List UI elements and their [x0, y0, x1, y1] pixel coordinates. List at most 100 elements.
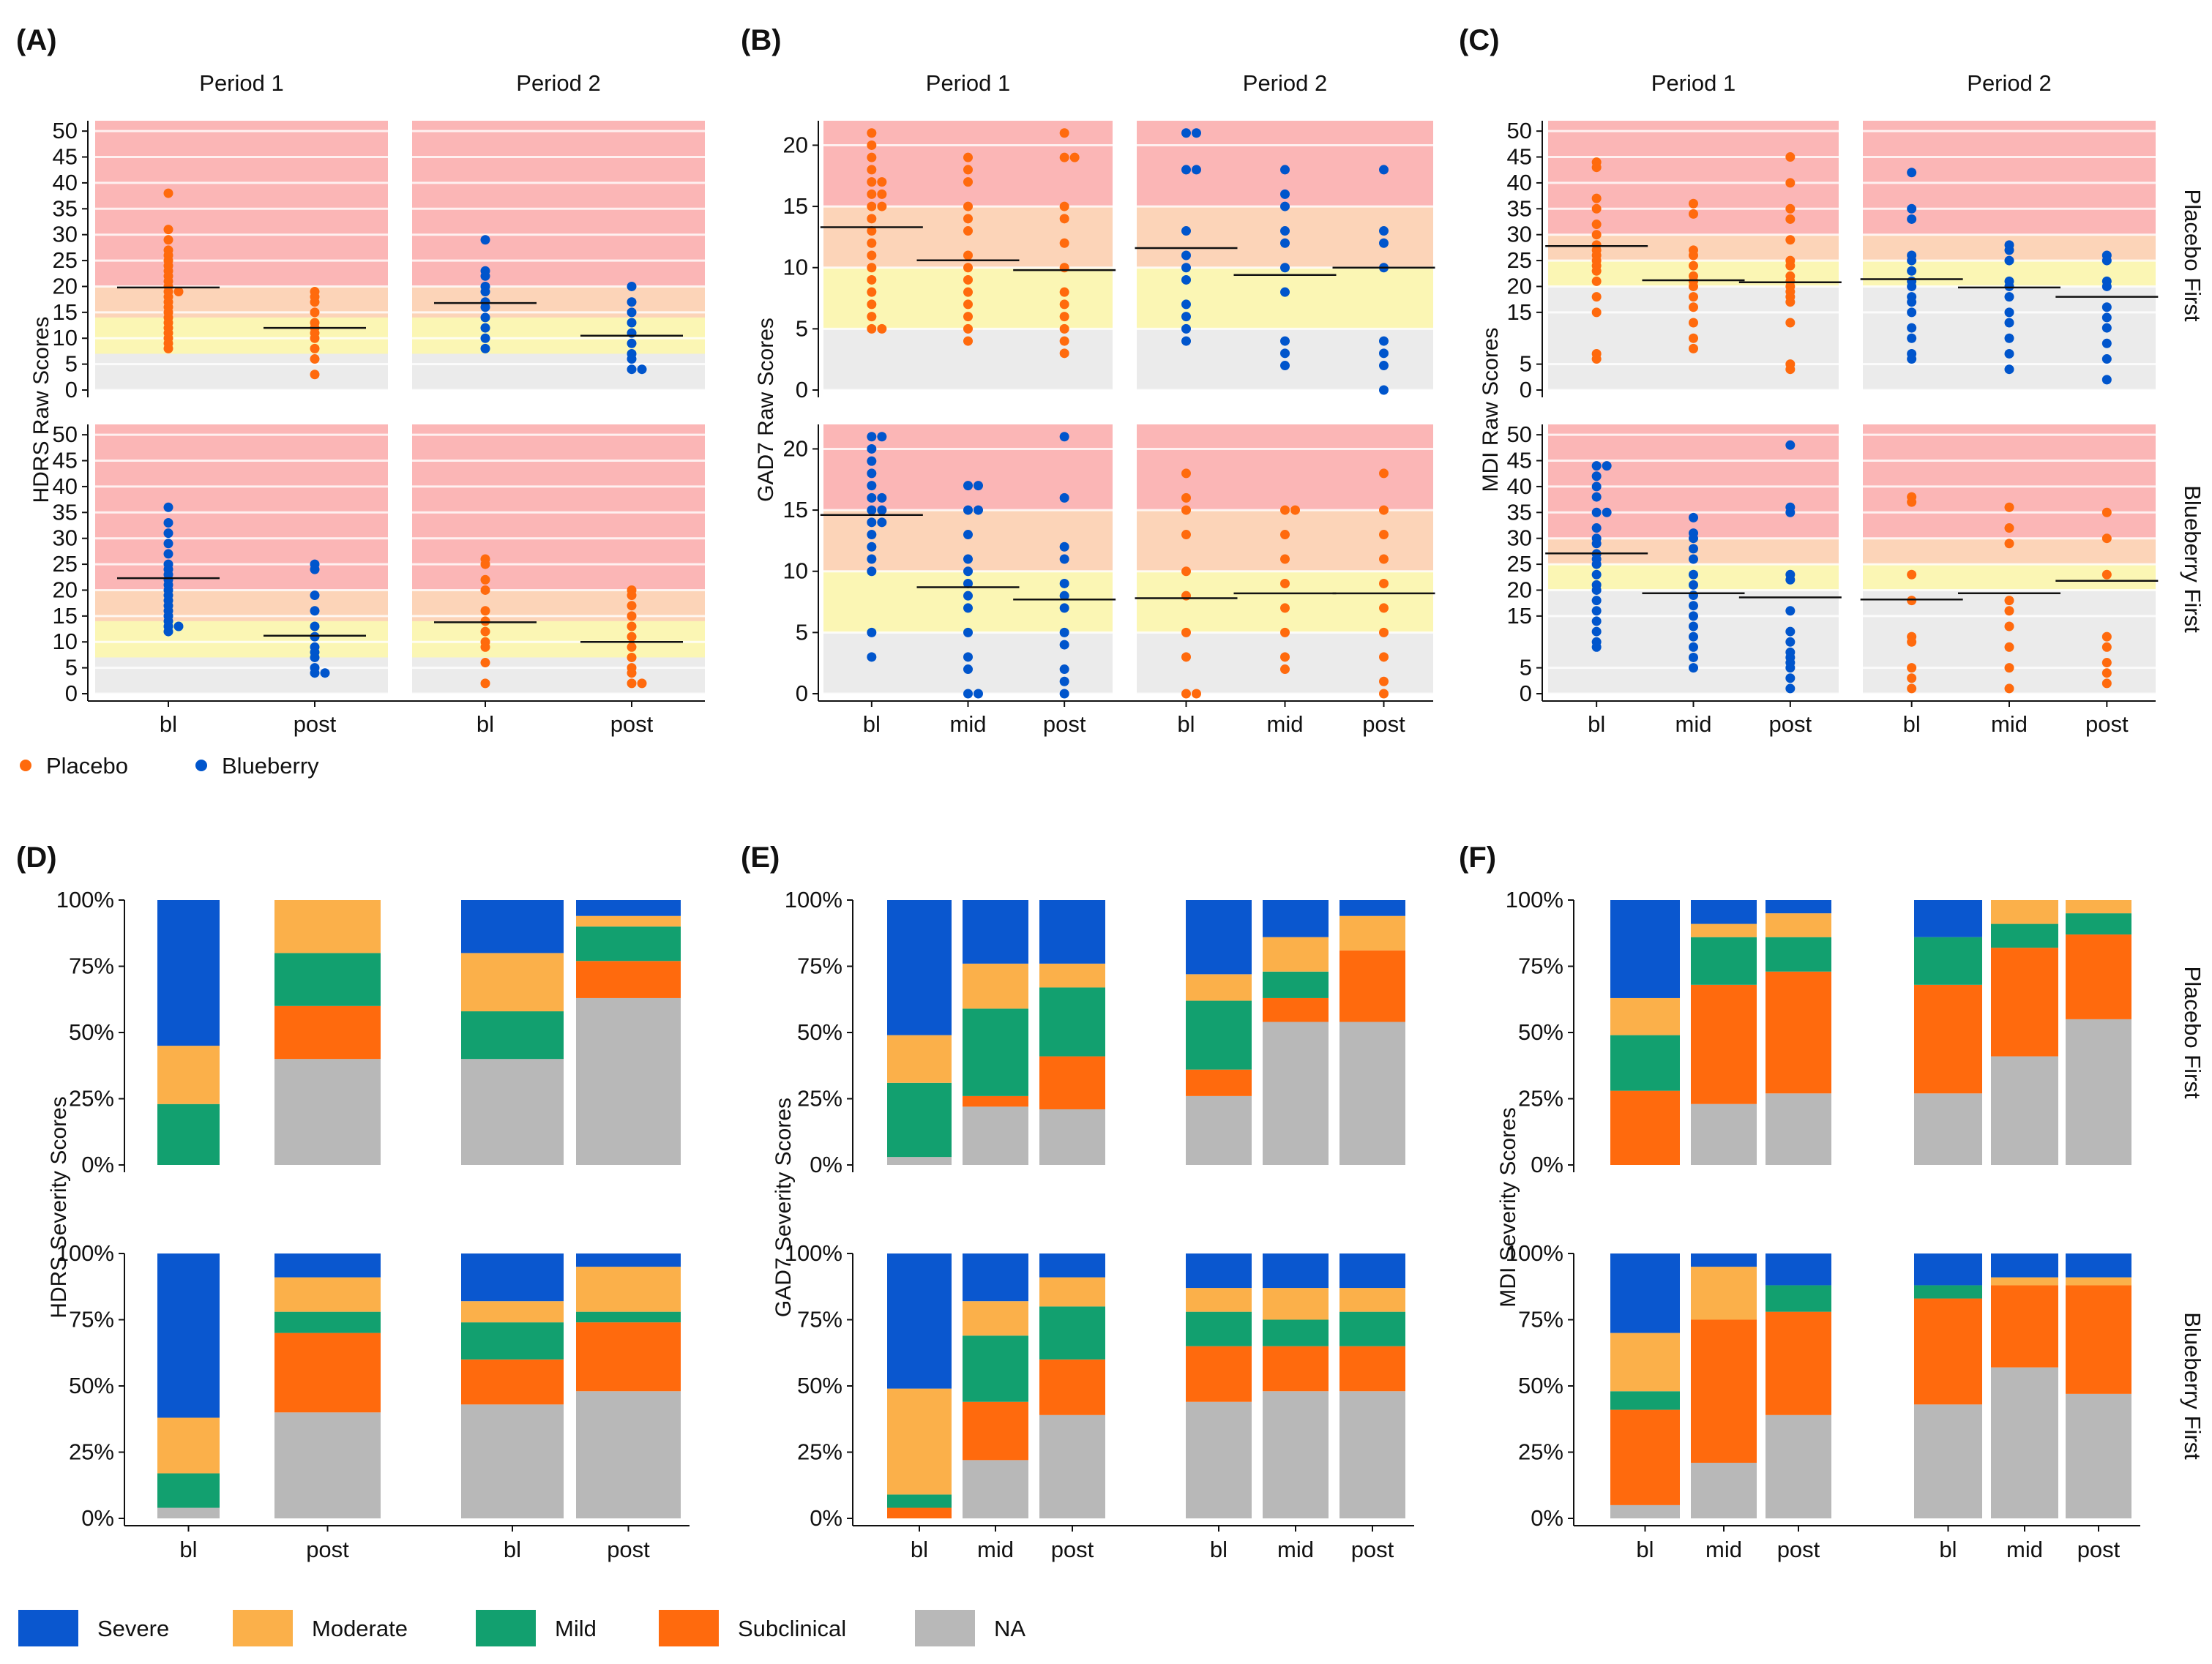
x-tick-label: bl: [477, 711, 494, 737]
band-mild: [95, 317, 388, 354]
y-tick-label: 50: [1507, 118, 1532, 143]
data-point: [963, 566, 973, 577]
dot-legend: Placebo Blueberry: [20, 753, 319, 779]
data-point: [963, 591, 973, 601]
data-point: [963, 214, 973, 224]
data-point: [1059, 591, 1069, 601]
data-point: [2004, 523, 2014, 533]
data-point: [1785, 606, 1796, 616]
y-axis-label: GAD7 Raw Scores: [754, 318, 778, 502]
bar-segment-na: [887, 1157, 952, 1165]
bar-segment-moderate: [2066, 900, 2131, 914]
data-point: [480, 642, 490, 652]
data-point: [963, 274, 973, 285]
bar-segment-na: [1610, 1504, 1680, 1518]
bar-segment-mild: [1610, 1035, 1680, 1091]
data-point: [877, 505, 887, 515]
data-point: [877, 432, 887, 442]
y-tick-label: 15: [53, 299, 78, 325]
bar-segment-mild: [887, 1082, 952, 1158]
x-tick-label: post: [1043, 711, 1086, 737]
data-point: [480, 574, 490, 585]
band-mild: [95, 621, 388, 658]
data-point: [1379, 238, 1389, 248]
data-point: [1907, 497, 1917, 507]
y-tick-label: 10: [53, 325, 78, 351]
bar-segment-severe: [1263, 900, 1329, 937]
bar-segment-moderate: [1691, 1267, 1757, 1320]
y-tick-label: 45: [53, 448, 78, 473]
group-strip-label: Placebo First: [2180, 190, 2205, 322]
data-point: [1059, 689, 1069, 699]
bar-segment-moderate: [576, 1267, 681, 1312]
bar-segment-severe: [1339, 900, 1405, 916]
data-point: [163, 626, 173, 637]
data-point: [1591, 461, 1602, 471]
data-point: [1059, 492, 1069, 503]
bar-segment-subclinical: [1914, 1298, 1982, 1405]
data-point: [1059, 541, 1069, 552]
data-point: [1181, 250, 1191, 261]
data-point: [2004, 292, 2014, 302]
data-point: [480, 302, 490, 312]
bar-segment-mild: [1766, 1285, 1831, 1312]
data-point: [480, 616, 490, 626]
data-point: [1192, 128, 1201, 138]
data-point: [1379, 505, 1389, 515]
y-tick-label: 50: [1507, 421, 1532, 447]
data-point: [1689, 569, 1698, 580]
data-point: [1689, 632, 1698, 642]
legend-label: Blueberry: [222, 753, 319, 779]
y-tick-label: 35: [1507, 195, 1532, 221]
x-tick-label: bl: [160, 711, 177, 737]
data-point: [163, 539, 173, 549]
data-point: [1785, 507, 1796, 517]
data-point: [963, 263, 973, 273]
bar-segment-subclinical: [1691, 984, 1757, 1104]
data-point: [310, 632, 320, 642]
data-point: [1785, 318, 1796, 328]
y-tick-label: 50%: [797, 1373, 842, 1398]
facet-background: [820, 121, 1116, 391]
bar-segment-severe: [1186, 1253, 1252, 1289]
bar-segment-subclinical: [576, 1322, 681, 1392]
y-tick-label: 100%: [1506, 887, 1563, 912]
data-point: [2101, 569, 2112, 580]
data-point: [310, 370, 320, 380]
bar-segment-na: [1263, 1022, 1329, 1165]
data-point: [1280, 189, 1290, 199]
facet-background: [1545, 121, 1842, 391]
period-label: Period 2: [516, 70, 600, 96]
bar-segment-moderate: [1610, 1333, 1680, 1392]
legend-label: Subclinical: [738, 1616, 846, 1641]
data-point: [2101, 642, 2112, 652]
bar-segment-severe: [1914, 1253, 1982, 1286]
data-point: [1059, 554, 1069, 564]
x-tick-label: post: [306, 1537, 349, 1562]
data-point: [974, 505, 983, 515]
data-point: [1689, 198, 1698, 209]
data-point: [1059, 603, 1069, 613]
data-point: [1907, 663, 1917, 673]
y-tick-label: 15: [783, 193, 808, 219]
data-point: [1059, 299, 1069, 310]
facet-background: [95, 424, 388, 695]
data-point: [1379, 627, 1389, 637]
data-point: [1907, 673, 1917, 683]
bar-segment-mild: [963, 1335, 1028, 1402]
bar-segment-na: [274, 1412, 381, 1518]
x-tick-label: bl: [1588, 711, 1605, 737]
data-point: [1591, 626, 1602, 637]
y-tick-label: 20: [53, 577, 78, 602]
data-point: [2101, 507, 2112, 517]
band-severe: [1863, 121, 2156, 235]
data-point: [1280, 226, 1290, 236]
data-point: [627, 611, 637, 621]
data-point: [1602, 507, 1612, 517]
y-tick-label: 75%: [797, 1307, 842, 1333]
data-point: [1280, 336, 1290, 346]
data-point: [1591, 642, 1602, 652]
bar-segment-mild: [1186, 1311, 1252, 1346]
data-point: [963, 201, 973, 211]
data-point: [163, 528, 173, 539]
